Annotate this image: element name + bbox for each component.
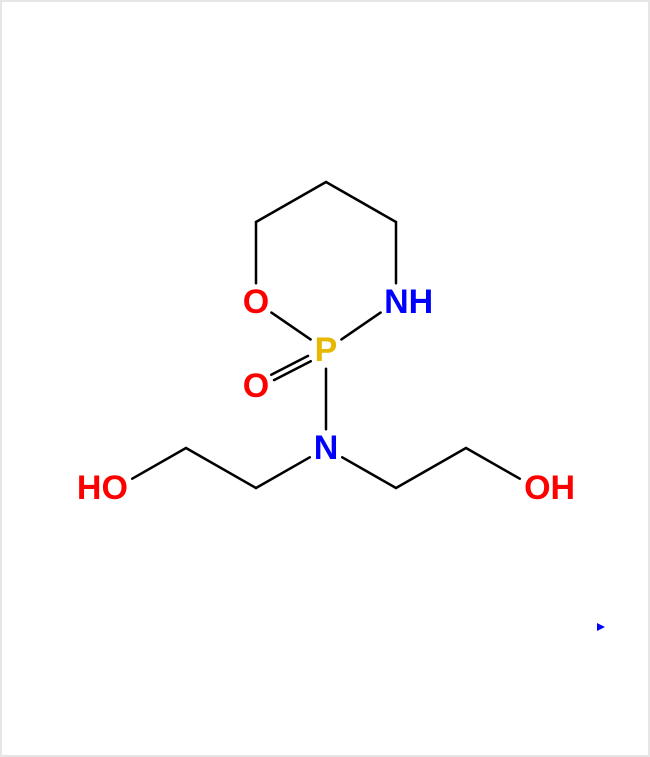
molecule-svg: O NH P O N HO OH [0,0,650,757]
svg-text:HO: HO [77,469,128,507]
svg-text:OH: OH [524,469,575,507]
svg-text:O: O [243,283,269,321]
svg-text:P: P [315,331,338,369]
svg-text:N: N [314,429,339,467]
svg-text:NH: NH [384,283,433,321]
svg-text:O: O [243,367,269,405]
structure-canvas: O NH P O N HO OH [0,0,650,757]
